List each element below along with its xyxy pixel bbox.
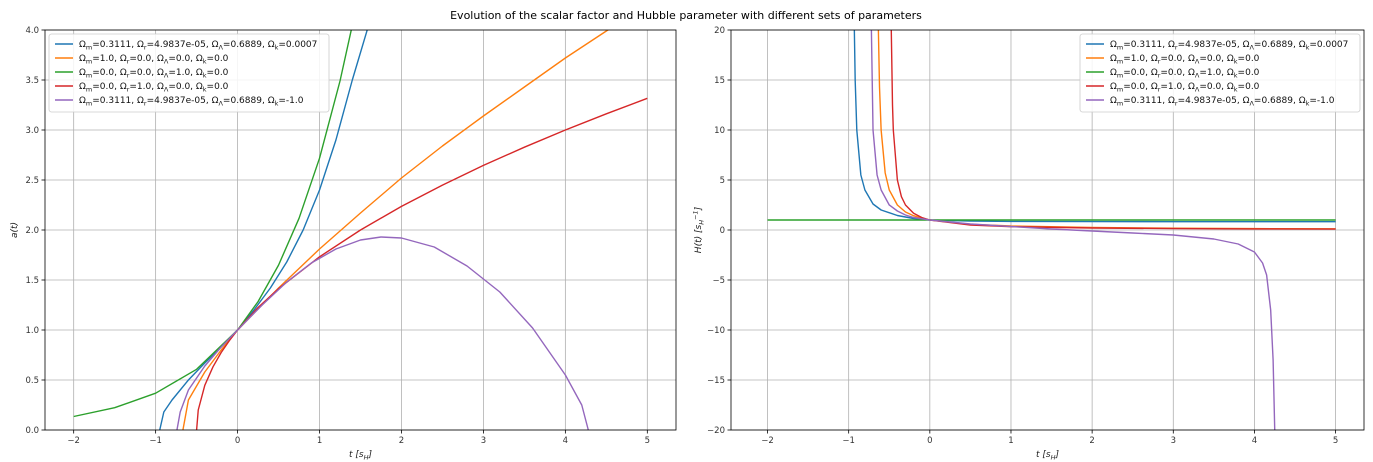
x-tick-label: 0	[235, 436, 240, 446]
legend-entry: Ωm​=0.0, Ωr​=0.0, ΩΛ​=1.0, Ωk​=0.0	[79, 68, 229, 80]
figure-title: Evolution of the scalar factor and Hubbl…	[450, 9, 922, 22]
y-tick-label: 1.0	[25, 326, 39, 336]
x-tick-label: 0	[927, 436, 932, 446]
y-tick-label: 2.0	[25, 226, 39, 236]
legend: Ωm​=0.3111, Ωr​=4.9837e-05, ΩΛ​=0.6889, …	[1079, 33, 1361, 113]
x-axis-label: t [sH​]	[349, 450, 373, 462]
x-tick-label: −2	[67, 436, 80, 446]
y-axis-label: H(t) [sH−1​]	[692, 206, 706, 253]
y-tick-label: 20	[714, 26, 725, 36]
legend-entry: Ωm​=0.0, Ωr​=1.0, ΩΛ​=0.0, Ωk​=0.0	[1110, 82, 1260, 94]
legend-entry: Ωm​=1.0, Ωr​=0.0, ΩΛ​=0.0, Ωk​=0.0	[79, 54, 229, 66]
y-tick-label: 10	[714, 126, 725, 136]
y-tick-label: −10	[707, 326, 725, 336]
y-tick-label: 0.5	[25, 376, 39, 386]
series-line-0	[159, 30, 368, 430]
legend-entry: Ωm​=0.3111, Ωr​=4.9837e-05, ΩΛ​=0.6889, …	[79, 96, 304, 108]
y-tick-label: 0.0	[25, 426, 39, 436]
legend-box	[48, 33, 330, 113]
x-tick-label: 5	[1333, 436, 1338, 446]
legend-entry: Ωm​=0.3111, Ωr​=4.9837e-05, ΩΛ​=0.6889, …	[1110, 96, 1335, 108]
scale-factor-chart: −2 −1 0 1 2 3 4 5 0.0 0.5 1.0 1.5 2.0 2.5 3.0 3.5 4.0 t […	[10, 26, 677, 462]
x-tick-label: 1	[317, 436, 322, 446]
y-tick-label: 15	[714, 76, 725, 86]
legend: Ωm​=0.3111, Ωr​=4.9837e-05, ΩΛ​=0.6889, …	[48, 33, 330, 113]
series-line-2	[73, 30, 352, 418]
y-axis-label: a(t)	[10, 222, 20, 238]
x-tick-label: 2	[1089, 436, 1094, 446]
legend-entry: Ωm​=0.3111, Ωr​=4.9837e-05, ΩΛ​=0.6889, …	[79, 40, 317, 52]
series-line-4	[870, 30, 1276, 430]
legend-entry: Ωm​=0.0, Ωr​=1.0, ΩΛ​=0.0, Ωk​=0.0	[79, 82, 229, 94]
y-tick-label: 2.5	[25, 176, 39, 186]
x-tick-label: 3	[481, 436, 486, 446]
y-tick-label: 1.5	[25, 276, 39, 286]
series-line-3	[890, 30, 1336, 230]
x-tick-label: 2	[399, 436, 404, 446]
x-tick-label: −1	[842, 436, 855, 446]
y-tick-label: −20	[707, 426, 725, 436]
series-line-1	[182, 30, 610, 430]
y-tick-label: 4.0	[25, 26, 39, 36]
x-tick-label: 4	[563, 436, 568, 446]
y-tick-label: −15	[707, 376, 725, 386]
y-tick-label: 5	[720, 176, 725, 186]
x-tick-label: 1	[1008, 436, 1013, 446]
x-tick-label: 4	[1252, 436, 1257, 446]
x-tick-label: −2	[761, 436, 774, 446]
x-tick-label: 3	[1171, 436, 1176, 446]
x-tick-label: −1	[149, 436, 162, 446]
series-line-0	[853, 30, 1336, 223]
legend-entry: Ωm​=1.0, Ωr​=0.0, ΩΛ​=0.0, Ωk​=0.0	[1110, 54, 1260, 66]
series-line-4	[176, 236, 589, 430]
x-axis-label: t [sH​]	[1036, 450, 1060, 462]
x-tick-label: 5	[645, 436, 650, 446]
y-tick-label: 3.5	[25, 76, 39, 86]
y-tick-label: −5	[712, 276, 725, 286]
legend-box	[1079, 33, 1361, 113]
y-tick-label: 3.0	[25, 126, 39, 136]
legend-entry: Ωm​=0.0, Ωr​=0.0, ΩΛ​=1.0, Ωk​=0.0	[1110, 68, 1260, 80]
y-tick-label: 0	[720, 226, 725, 236]
legend-entry: Ωm​=0.3111, Ωr​=4.9837e-05, ΩΛ​=0.6889, …	[1110, 40, 1348, 52]
